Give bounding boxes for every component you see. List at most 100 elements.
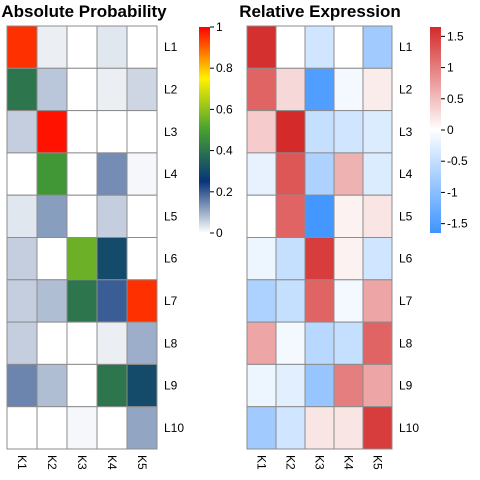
abs-cell-L5-K2 bbox=[36, 194, 68, 238]
rel-cell-L8-K3 bbox=[304, 321, 335, 365]
rel-cell-L5-K1 bbox=[246, 194, 277, 238]
abs-title: Absolute Probability bbox=[1, 2, 167, 21]
abs-cell-L10-K1 bbox=[6, 406, 38, 450]
abs-cell-L10-K5 bbox=[126, 406, 158, 450]
rel-title: Relative Expression bbox=[239, 2, 401, 21]
colorbar-tick-label: 0 bbox=[216, 226, 223, 240]
abs-cell-L3-K1 bbox=[6, 110, 38, 154]
rel-cell-L6-K2 bbox=[275, 237, 306, 281]
abs-cell-L3-K2 bbox=[36, 110, 68, 154]
rel-cell-L10-K5 bbox=[362, 406, 393, 450]
abs-cell-L7-K1 bbox=[6, 279, 38, 323]
rel-row-label: L5 bbox=[399, 209, 413, 223]
abs-cell-L4-K4 bbox=[96, 152, 128, 196]
abs-cell-L1-K5 bbox=[126, 25, 158, 69]
abs-column-label: K1 bbox=[15, 455, 29, 470]
abs-cell-L2-K4 bbox=[96, 67, 128, 112]
abs-cell-L6-K3 bbox=[66, 237, 98, 281]
rel-column-label: K2 bbox=[284, 455, 298, 470]
abs-cell-L4-K2 bbox=[36, 152, 68, 196]
abs-column-label: K4 bbox=[105, 455, 119, 470]
abs-cell-L3-K5 bbox=[126, 110, 158, 154]
abs-row-label: L10 bbox=[164, 421, 184, 435]
rel-cell-L9-K1 bbox=[246, 363, 277, 408]
colorbar-tick-label: 1 bbox=[447, 61, 454, 75]
abs-row-label: L7 bbox=[164, 294, 178, 308]
abs-cell-L9-K5 bbox=[126, 363, 158, 408]
rel-cell-L5-K2 bbox=[275, 194, 306, 238]
rel-cell-L2-K1 bbox=[246, 67, 277, 112]
abs-row-label: L8 bbox=[164, 336, 178, 350]
rel-row-labels: L1 L2 L3 L4 L5 L6 L7 L8 L9 L10 bbox=[399, 40, 419, 435]
abs-cell-L8-K4 bbox=[96, 321, 128, 365]
rel-cell-L1-K1 bbox=[246, 25, 277, 69]
rel-column-label: K4 bbox=[342, 455, 356, 470]
abs-cell-L1-K4 bbox=[96, 25, 128, 69]
abs-cell-L3-K3 bbox=[66, 110, 98, 154]
abs-cell-L8-K5 bbox=[126, 321, 158, 365]
abs-cell-L8-K1 bbox=[6, 321, 38, 365]
abs-cell-L6-K4 bbox=[96, 237, 128, 281]
colorbar-tick-label: 1 bbox=[216, 20, 223, 34]
rel-row-label: L2 bbox=[399, 82, 413, 96]
colorbar-tick-label: 0 bbox=[447, 123, 454, 137]
rel-row-label: L10 bbox=[399, 421, 419, 435]
abs-cell-L5-K5 bbox=[126, 194, 158, 238]
abs-cell-L1-K2 bbox=[36, 25, 68, 69]
rel-cell-L4-K3 bbox=[304, 152, 335, 196]
rel-cell-L4-K2 bbox=[275, 152, 306, 196]
rel-cell-L9-K4 bbox=[333, 363, 364, 408]
rel-cell-L5-K3 bbox=[304, 194, 335, 238]
rel-cell-L6-K3 bbox=[304, 237, 335, 281]
rel-cell-L8-K1 bbox=[246, 321, 277, 365]
abs-cell-L5-K1 bbox=[6, 194, 38, 238]
rel-row-label: L7 bbox=[399, 294, 413, 308]
abs-cell-L5-K3 bbox=[66, 194, 98, 238]
abs-cell-L4-K1 bbox=[6, 152, 38, 196]
rel-cell-L2-K3 bbox=[304, 67, 335, 112]
abs-cell-L9-K1 bbox=[6, 363, 38, 408]
abs-cell-L1-K1 bbox=[6, 25, 38, 69]
rel-cell-L7-K1 bbox=[246, 279, 277, 323]
rel-cell-L2-K2 bbox=[275, 67, 306, 112]
abs-cell-L4-K3 bbox=[66, 152, 98, 196]
rel-cell-L9-K2 bbox=[275, 363, 306, 408]
rel-cell-L10-K1 bbox=[246, 406, 277, 450]
rel-cell-L3-K3 bbox=[304, 110, 335, 154]
rel-cell-L6-K1 bbox=[246, 237, 277, 281]
rel-cell-L1-K3 bbox=[304, 25, 335, 69]
abs-cell-L8-K2 bbox=[36, 321, 68, 365]
rel-column-labels: K1 K2 K3 K4 K5 bbox=[255, 455, 385, 470]
abs-cell-L7-K3 bbox=[66, 279, 98, 323]
rel-cell-L10-K2 bbox=[275, 406, 306, 450]
abs-row-labels: L1 L2 L3 L4 L5 L6 L7 L8 L9 L10 bbox=[164, 40, 184, 435]
colorbar-tick-label: 0.2 bbox=[216, 185, 233, 199]
rel-cell-L4-K5 bbox=[362, 152, 393, 196]
abs-cell-L7-K4 bbox=[96, 279, 128, 323]
rel-colorbar-ticks: 1.5 1 0.5 0 -0.5 -1 -1.5 bbox=[441, 29, 468, 231]
abs-cell-L2-K3 bbox=[66, 67, 98, 112]
abs-row-label: L3 bbox=[164, 125, 178, 139]
abs-cell-L10-K3 bbox=[66, 406, 98, 450]
abs-cell-L2-K2 bbox=[36, 67, 68, 112]
abs-cell-L6-K5 bbox=[126, 237, 158, 281]
rel-cell-L1-K5 bbox=[362, 25, 393, 69]
rel-cell-L3-K2 bbox=[275, 110, 306, 154]
rel-heatmap-border bbox=[246, 25, 393, 450]
abs-row-label: L5 bbox=[164, 209, 178, 223]
abs-cell-L9-K2 bbox=[36, 363, 68, 408]
abs-cell-L8-K3 bbox=[66, 321, 98, 365]
abs-colorbar-ticks: 0 0.2 0.4 0.6 0.8 1 bbox=[210, 20, 233, 240]
abs-row-label: L2 bbox=[164, 82, 178, 96]
abs-cell-L6-K1 bbox=[6, 237, 38, 281]
rel-cell-L6-K4 bbox=[333, 237, 364, 281]
abs-cell-L9-K3 bbox=[66, 363, 98, 408]
rel-cell-L9-K3 bbox=[304, 363, 335, 408]
abs-cell-L10-K2 bbox=[36, 406, 68, 450]
rel-cell-L8-K2 bbox=[275, 321, 306, 365]
rel-cell-L10-K3 bbox=[304, 406, 335, 450]
rel-cell-L7-K2 bbox=[275, 279, 306, 323]
abs-row-label: L9 bbox=[164, 379, 178, 393]
rel-cell-L3-K1 bbox=[246, 110, 277, 154]
